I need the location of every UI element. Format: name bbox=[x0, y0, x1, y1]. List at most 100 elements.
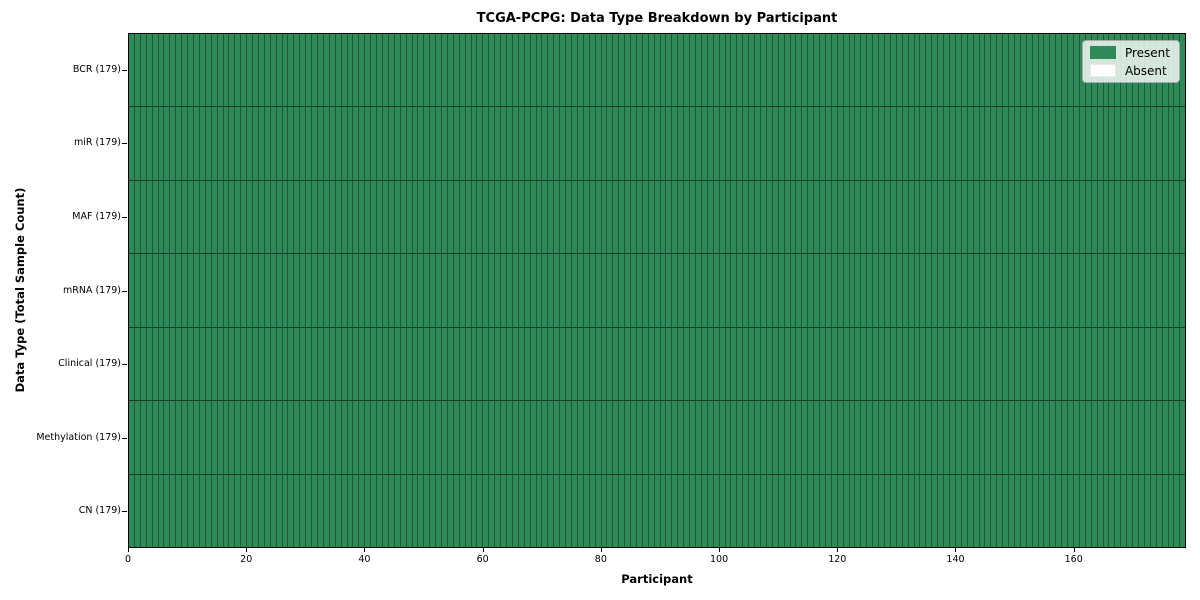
heatmap-cell bbox=[1120, 327, 1127, 401]
heatmap-cell bbox=[990, 107, 997, 180]
heatmap-cell bbox=[393, 180, 400, 254]
heatmap-cell bbox=[966, 474, 973, 547]
heatmap-cell bbox=[139, 474, 146, 547]
heatmap-cell bbox=[960, 180, 967, 254]
heatmap-cell bbox=[712, 254, 719, 327]
heatmap-cell bbox=[1161, 254, 1168, 327]
heatmap-cell bbox=[824, 401, 831, 474]
heatmap-cell bbox=[305, 474, 312, 547]
heatmap-cell bbox=[1049, 327, 1056, 401]
heatmap-cell bbox=[234, 327, 241, 401]
heatmap-cell bbox=[1031, 327, 1038, 401]
heatmap-cell bbox=[677, 401, 684, 474]
heatmap-cell bbox=[198, 107, 205, 180]
heatmap-cell bbox=[954, 107, 961, 180]
heatmap-cell bbox=[836, 107, 843, 180]
heatmap-cell bbox=[836, 254, 843, 327]
heatmap-cell bbox=[854, 401, 861, 474]
heatmap-cell bbox=[281, 474, 288, 547]
heatmap-cell bbox=[889, 254, 896, 327]
heatmap-cell bbox=[1167, 107, 1174, 180]
heatmap-cell bbox=[689, 474, 695, 547]
y-tick-mark bbox=[122, 69, 127, 71]
heatmap-cell bbox=[635, 327, 642, 401]
heatmap-cell bbox=[1067, 34, 1073, 107]
heatmap-cell bbox=[405, 474, 412, 547]
heatmap-cell bbox=[535, 180, 542, 254]
heatmap-cell bbox=[559, 254, 566, 327]
heatmap-cell bbox=[163, 180, 170, 254]
heatmap-cell bbox=[523, 107, 530, 180]
heatmap-cell bbox=[925, 34, 932, 107]
heatmap-cell bbox=[943, 254, 949, 327]
heatmap-cell bbox=[423, 180, 430, 254]
heatmap-cell bbox=[482, 401, 489, 474]
heatmap-cell bbox=[671, 401, 678, 474]
heatmap-cell bbox=[1025, 474, 1032, 547]
heatmap-cell bbox=[742, 474, 749, 547]
heatmap-cell bbox=[446, 34, 453, 107]
heatmap-cell bbox=[807, 401, 814, 474]
heatmap-cell bbox=[1084, 107, 1091, 180]
heatmap-cell bbox=[157, 34, 164, 107]
heatmap-cell bbox=[588, 327, 595, 401]
heatmap-cell bbox=[263, 34, 270, 107]
heatmap-cell bbox=[695, 327, 701, 401]
heatmap-cell bbox=[659, 401, 666, 474]
heatmap-cell bbox=[582, 327, 589, 401]
heatmap-cell bbox=[1067, 180, 1073, 254]
heatmap-cell bbox=[706, 474, 713, 547]
heatmap-cell bbox=[340, 34, 347, 107]
heatmap-cell bbox=[446, 401, 453, 474]
heatmap-cell bbox=[553, 474, 560, 547]
heatmap-cell bbox=[364, 327, 371, 401]
heatmap-cell bbox=[311, 401, 317, 474]
heatmap-cell bbox=[559, 327, 566, 401]
heatmap-cell bbox=[606, 474, 613, 547]
heatmap-cell bbox=[346, 34, 353, 107]
heatmap-cell bbox=[482, 474, 489, 547]
heatmap-cell bbox=[1049, 180, 1056, 254]
x-tick-mark bbox=[128, 548, 129, 552]
heatmap-cell bbox=[500, 474, 506, 547]
heatmap-cell bbox=[695, 34, 701, 107]
heatmap-cell bbox=[464, 107, 471, 180]
heatmap-cell bbox=[801, 401, 808, 474]
heatmap-cell bbox=[565, 34, 571, 107]
heatmap-cell bbox=[742, 254, 749, 327]
heatmap-cell bbox=[984, 474, 991, 547]
heatmap-cell bbox=[570, 254, 577, 327]
heatmap-cell bbox=[399, 107, 406, 180]
heatmap-cell bbox=[1155, 107, 1162, 180]
heatmap-cell bbox=[1019, 474, 1026, 547]
x-tick-label: 20 bbox=[240, 554, 253, 565]
heatmap-cell bbox=[210, 34, 217, 107]
heatmap-cell bbox=[777, 34, 784, 107]
heatmap-cell bbox=[830, 34, 837, 107]
heatmap-cell bbox=[529, 254, 536, 327]
heatmap-cell bbox=[163, 107, 170, 180]
heatmap-cell bbox=[943, 180, 949, 254]
heatmap-cell bbox=[618, 180, 625, 254]
heatmap-cell bbox=[228, 474, 235, 547]
heatmap-cell bbox=[299, 180, 306, 254]
heatmap-cell bbox=[913, 401, 920, 474]
heatmap-cell bbox=[216, 180, 223, 254]
heatmap-cell bbox=[671, 327, 678, 401]
heatmap-cell bbox=[133, 401, 140, 474]
heatmap-cell bbox=[1008, 401, 1014, 474]
heatmap-cell bbox=[1137, 254, 1144, 327]
heatmap-cell bbox=[783, 401, 790, 474]
heatmap-cell bbox=[813, 254, 820, 327]
heatmap-cell bbox=[417, 180, 424, 254]
heatmap-cell bbox=[488, 34, 495, 107]
x-tick-label: 140 bbox=[946, 554, 965, 565]
legend-swatch-absent bbox=[1089, 64, 1116, 77]
heatmap-cell bbox=[529, 34, 536, 107]
heatmap-cell bbox=[1120, 254, 1127, 327]
heatmap-cell bbox=[1049, 401, 1056, 474]
heatmap-cell bbox=[198, 327, 205, 401]
heatmap-cell bbox=[659, 474, 666, 547]
heatmap-cell bbox=[807, 327, 814, 401]
heatmap-cell bbox=[789, 107, 796, 180]
